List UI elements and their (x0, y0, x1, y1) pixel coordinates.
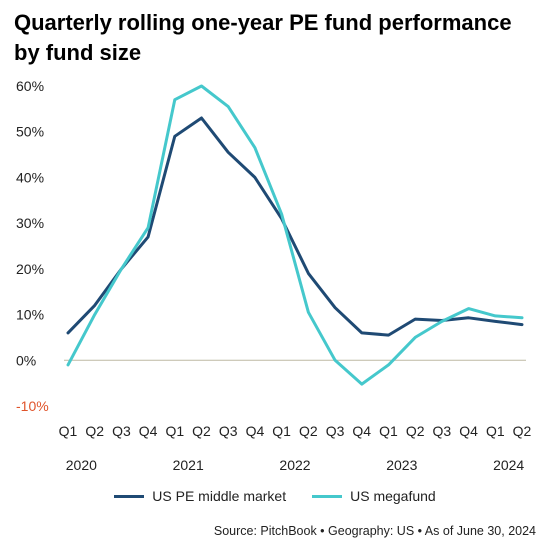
y-tick-label: 50% (16, 124, 44, 140)
x-tick-label: Q2 (192, 423, 211, 439)
series-line-middle-market (66, 116, 524, 337)
x-tick-label: Q3 (219, 423, 238, 439)
x-tick-label: Q4 (139, 423, 158, 439)
year-label: 2024 (493, 457, 524, 473)
legend-item-middle-market: US PE middle market (114, 488, 286, 504)
y-tick-label: -10% (16, 398, 49, 414)
x-tick-label: Q1 (272, 423, 291, 439)
x-tick-label: Q2 (513, 423, 532, 439)
x-tick-label: Q2 (299, 423, 318, 439)
x-tick-label: Q1 (59, 423, 78, 439)
x-tick-label: Q4 (459, 423, 478, 439)
x-axis-quarter-ticks: Q1 Q2 Q3 Q4 Q1 Q2 Q3 Q4 Q1 Q2 Q3 Q4 Q1 Q2 Q3 Q4 Q1 Q2 (59, 423, 532, 439)
year-label: 2022 (279, 457, 310, 473)
y-tick-label: 0% (16, 352, 36, 368)
y-tick-label: 60% (16, 78, 44, 94)
legend-swatch-middle-market (114, 494, 145, 498)
legend-item-megafund: US megafund (312, 488, 436, 504)
legend-label-middle-market: US PE middle market (152, 488, 287, 504)
y-tick-label: 20% (16, 261, 44, 277)
source-note: Source: PitchBook • Geography: US • As o… (213, 524, 536, 538)
y-tick-label: 10% (16, 307, 44, 323)
line-chart: 60%50%40%30%20%10%0%-10% Q1 Q2 Q3 Q4 Q1 Q2 Q3 Q… (16, 78, 532, 473)
x-tick-label: Q3 (433, 423, 452, 439)
x-tick-label: Q2 (406, 423, 425, 439)
y-tick-label: 40% (16, 169, 44, 185)
x-tick-label: Q1 (379, 423, 398, 439)
x-tick-label: Q1 (165, 423, 184, 439)
year-label: 2020 (66, 457, 97, 473)
x-tick-label: Q3 (326, 423, 345, 439)
y-tick-label: 30% (16, 215, 44, 231)
year-label: 2021 (173, 457, 204, 473)
legend-swatch-megafund (312, 494, 343, 498)
x-tick-label: Q1 (486, 423, 505, 439)
y-axis-ticks: 60% 50% 40% 30% 20% 10% 0% -10% (16, 78, 49, 414)
year-label: 2023 (386, 457, 417, 473)
series-line-megafund (66, 84, 524, 386)
legend-label-megafund: US megafund (350, 488, 436, 504)
x-tick-label: Q3 (112, 423, 131, 439)
x-tick-label: Q4 (352, 423, 371, 439)
chart-title: Quarterly rolling one-year PE fund perfo… (14, 10, 512, 65)
x-tick-label: Q2 (85, 423, 104, 439)
x-tick-label: Q4 (246, 423, 265, 439)
legend: US PE middle market US megafund (0, 488, 550, 504)
x-axis-year-labels: 2020 2021 2022 2023 2024 (66, 457, 525, 473)
series-lines (66, 84, 524, 386)
